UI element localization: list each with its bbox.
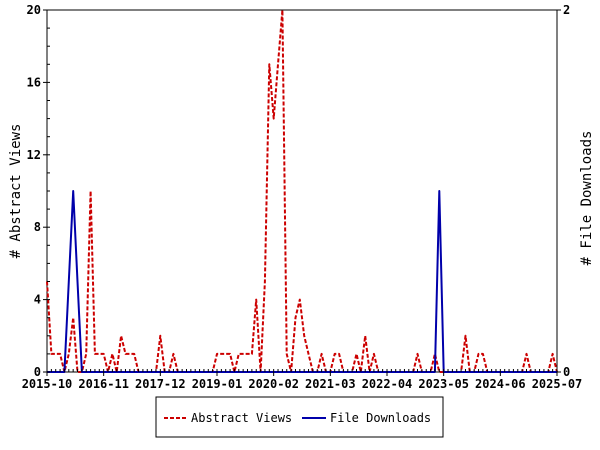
y-tick-label: 16 xyxy=(27,75,41,89)
y2-tick-label: 2 xyxy=(563,3,570,17)
x-tick-label: 2019-01 xyxy=(192,377,243,391)
series-line-abstract-views xyxy=(46,9,558,373)
x-tick-label: 2017-12 xyxy=(135,377,186,391)
x-tick-label: 2015-10 xyxy=(22,377,73,391)
y-tick-label: 0 xyxy=(34,365,41,379)
x-tick-label: 2021-03 xyxy=(305,377,356,391)
series-layer xyxy=(46,9,558,373)
y-axis-label: # Abstract Views xyxy=(8,124,24,259)
y2-axis-label: # File Downloads xyxy=(579,131,595,266)
x-tick-label: 2022-04 xyxy=(362,377,413,391)
series-line-file-downloads xyxy=(47,190,557,373)
x-tick-label: 2020-02 xyxy=(248,377,299,391)
axis-layer: 0 4 8 12 16 20 0 2 2015-10 2016-11 2017-12 2019-01 2… xyxy=(22,3,583,391)
legend: Abstract Views File Downloads xyxy=(155,396,444,438)
y-tick-label: 12 xyxy=(27,148,41,162)
y-tick-label: 4 xyxy=(34,293,41,307)
y-tick-label: 8 xyxy=(34,220,41,234)
legend-label-abstract-views: Abstract Views xyxy=(191,411,292,425)
y2-tick-label: 0 xyxy=(563,365,570,379)
x-tick-label: 2025-07 xyxy=(532,377,583,391)
y-tick-label: 20 xyxy=(27,3,41,17)
x-tick-label: 2016-11 xyxy=(78,377,129,391)
x-tick-label: 2023-05 xyxy=(418,377,469,391)
legend-box xyxy=(155,396,444,438)
x-tick-label: 2024-06 xyxy=(475,377,526,391)
legend-label-file-downloads: File Downloads xyxy=(330,411,431,425)
